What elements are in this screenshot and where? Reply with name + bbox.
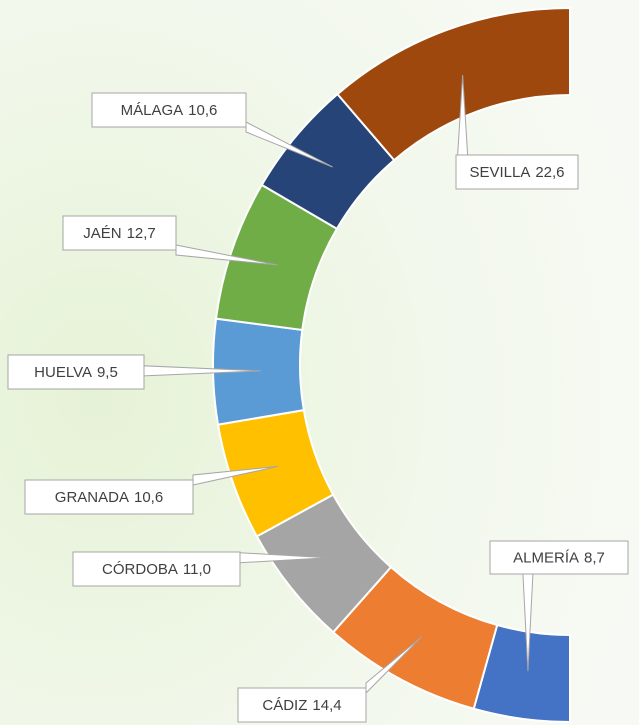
- value-label: 9,5: [97, 364, 118, 381]
- data-label: HUELVA 9,5: [34, 364, 118, 381]
- callout-box: [237, 687, 367, 723]
- data-label: ALMERÍA 8,7: [513, 549, 605, 566]
- category-name: SEVILLA: [469, 164, 530, 181]
- data-label: SEVILLA 22,6: [469, 164, 564, 181]
- segment: [336, 6, 571, 162]
- value-label: 8,7: [584, 549, 605, 566]
- callout-box: [455, 154, 579, 190]
- value-label: 10,6: [188, 102, 217, 119]
- callout-box: [489, 540, 629, 575]
- data-label: CÁDIZ 14,4: [262, 697, 341, 714]
- data-label: MÁLAGA 10,6: [121, 102, 218, 119]
- callout-box: [7, 354, 145, 390]
- data-label: GRANADA 10,6: [55, 489, 163, 506]
- category-name: ALMERÍA: [513, 549, 579, 566]
- category-name: HUELVA: [34, 364, 92, 381]
- data-label: JAÉN 12,7: [83, 225, 156, 242]
- value-label: 11,0: [183, 561, 211, 578]
- value-label: 10,6: [134, 489, 163, 506]
- callout-box: [91, 92, 247, 128]
- category-name: CÓRDOBA: [102, 561, 178, 578]
- data-label: CÓRDOBA 11,0: [102, 561, 211, 578]
- callout-box: [24, 479, 194, 515]
- category-name: JAÉN: [83, 225, 121, 242]
- category-name: MÁLAGA: [121, 102, 184, 119]
- callout-box: [72, 551, 241, 587]
- category-name: CÁDIZ: [262, 697, 307, 714]
- value-label: 12,7: [127, 225, 156, 242]
- callout-box: [62, 215, 177, 251]
- category-name: GRANADA: [55, 489, 129, 506]
- value-label: 14,4: [312, 697, 341, 714]
- value-label: 22,6: [535, 164, 564, 181]
